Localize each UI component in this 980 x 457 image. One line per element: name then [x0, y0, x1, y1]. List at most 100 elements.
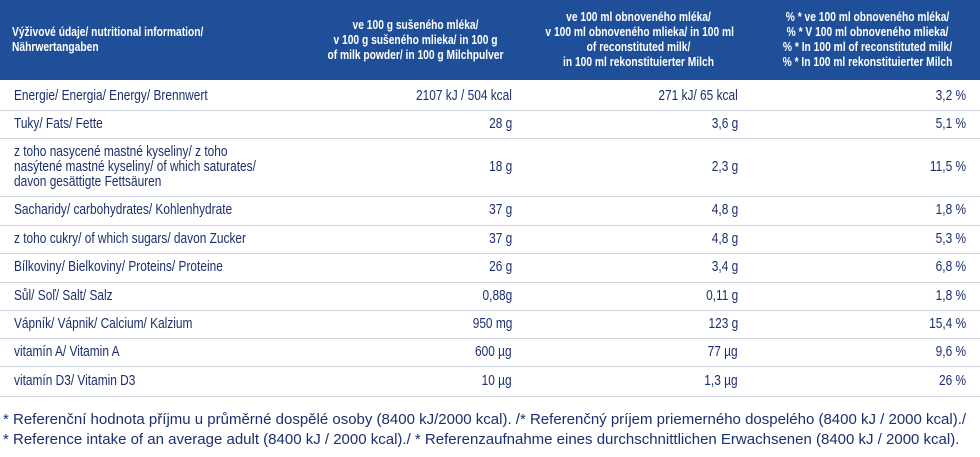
text-line: 2107 kJ / 504 kcal [416, 87, 512, 104]
row-value: 3,4 g [706, 260, 738, 275]
text-line: vitamín D3/ Vitamin D3 [14, 372, 136, 389]
text-line: z toho cukry/ of which sugars/ davon Zuc… [14, 230, 246, 247]
text-line: 9,6 % [935, 343, 966, 360]
row-separator [0, 366, 980, 367]
row-label: vitamín D3/ Vitamin D3 [14, 372, 162, 389]
header-cell: ve 100 g sušeného mléka/v 100 g sušeného… [305, 18, 526, 63]
row-value: 18 g [484, 158, 512, 175]
text-line: % * In 100 ml rekonstituierter Milch [782, 55, 953, 69]
text-line: % * ve 100 ml obnoveného mléka/ [785, 10, 950, 24]
row-value: 3,6 g [706, 115, 738, 132]
footnote: * Reference intake of an average adult (… [3, 431, 960, 448]
text-line: 123 g [708, 315, 738, 332]
row-label: z toho nasycené mastné kyseliny/ z toho n… [14, 143, 309, 190]
row-separator [0, 338, 980, 339]
row-value: 37 g [484, 203, 512, 218]
row-label: Sacharidy/ carbohydrates/ Kohlenhydrate [14, 203, 280, 218]
text-line: v 100 ml obnoveného mlieka/ in 100 ml [545, 25, 734, 39]
text-line: of milk powder/ in 100 g Milchpulver [327, 47, 504, 62]
header-cell: % * ve 100 ml obnoveného mléka/% * V 100… [755, 10, 980, 70]
text-line: 77 µg [708, 343, 738, 360]
text-line: 0,88g [482, 287, 512, 304]
text-line: Výživové údaje/ nutritional information/ [12, 25, 204, 39]
row-separator [0, 310, 980, 311]
text-line: 271 kJ/ 65 kcal [658, 87, 738, 104]
row-value: 37 g [484, 230, 512, 247]
row-value: 1,8 % [929, 287, 966, 304]
row-value: 77 µg [701, 343, 738, 360]
row-separator [0, 282, 980, 283]
text-line: 37 g [488, 230, 512, 247]
text-line: 5,1 % [935, 115, 966, 132]
text-line: 950 mg [472, 315, 512, 332]
row-label: vitamín A/ Vitamin A [14, 343, 143, 360]
row-label: Bílkoviny/ Bielkoviny/ Proteins/ Protein… [14, 260, 269, 275]
text-line: nasýtené mastné kyseliny/ of which satur… [14, 158, 256, 175]
text-line: 4,8 g [711, 230, 738, 247]
text-line: 5,3 % [935, 230, 966, 247]
row-value: 0,11 g [699, 287, 738, 304]
row-value: 10 µg [475, 372, 512, 389]
row-label: z toho cukry/ of which sugars/ davon Zuc… [14, 230, 297, 247]
row-value: 28 g [484, 115, 512, 132]
text-line: Sůl/ Soľ/ Salt/ Salz [14, 287, 113, 304]
text-line: 15,4 % [928, 315, 966, 332]
text-line: 600 µg [475, 343, 512, 360]
text-line: ve 100 g sušeného mléka/ [352, 17, 479, 32]
text-line: 1,8 % [935, 287, 966, 304]
text-line: 11,5 % [929, 158, 966, 175]
text-line: 28 g [488, 115, 512, 132]
row-separator [0, 396, 980, 397]
text-line: % * V 100 ml obnoveného mlieka/ [786, 25, 949, 39]
text-line: vitamín A/ Vitamin A [14, 343, 120, 360]
row-value: 26 % [933, 373, 966, 389]
row-value: 2107 kJ / 504 kcal [395, 87, 512, 104]
text-line: davon gesättigte Fettsäuren [14, 173, 162, 190]
text-line: 18 g [488, 158, 512, 175]
row-value: 600 µg [467, 343, 512, 360]
text-line: 26 g [488, 259, 512, 275]
row-value: 123 g [702, 315, 738, 332]
text-line: 10 µg [482, 372, 512, 389]
row-value: 26 g [484, 260, 512, 275]
row-label: Energie/ Energia/ Energy/ Brennwert [14, 87, 250, 104]
row-label: Vápník/ Vápnik/ Calcium/ Kalzium [14, 315, 232, 332]
row-value: 271 kJ/ 65 kcal [641, 87, 738, 104]
row-value: 1,8 % [929, 203, 966, 218]
header-cell: Výživové údaje/ nutritional information/… [12, 25, 245, 55]
row-value: 1,3 µg [697, 372, 738, 389]
table-header [0, 0, 980, 80]
text-line: 1,3 µg [704, 372, 738, 389]
text-line: 2,3 g [711, 158, 738, 175]
text-line: 6,8 % [935, 259, 966, 275]
row-value: 5,1 % [929, 115, 966, 132]
text-line: Vápník/ Vápnik/ Calcium/ Kalzium [14, 315, 193, 332]
row-separator [0, 196, 980, 197]
text-line: ve 100 ml obnoveného mléka/ [566, 10, 711, 24]
text-line: 3,2 % [935, 87, 966, 104]
row-separator [0, 138, 980, 139]
text-line: 3,4 g [711, 259, 738, 275]
text-line: Sacharidy/ carbohydrates/ Kohlenhydrate [14, 202, 233, 218]
row-value: 950 mg [464, 315, 512, 332]
row-value: 3,2 % [929, 87, 966, 104]
text-line: 3,6 g [711, 115, 738, 132]
header-cell: ve 100 ml obnoveného mléka/v 100 ml obno… [525, 10, 752, 70]
text-line: z toho nasycené mastné kyseliny/ z toho [14, 143, 228, 160]
row-value: 15,4 % [921, 315, 966, 332]
text-line: v 100 g sušeného mlieka/ in 100 g [333, 32, 498, 47]
row-separator [0, 110, 980, 111]
text-line: Tuky/ Fats/ Fette [14, 115, 103, 132]
text-line: Energie/ Energia/ Energy/ Brennwert [14, 87, 208, 104]
row-value: 9,6 % [929, 343, 966, 360]
text-line: 1,8 % [935, 202, 966, 218]
text-line: % * In 100 ml of reconstituted milk/ [782, 40, 953, 54]
row-separator [0, 225, 980, 226]
row-value: 5,3 % [929, 230, 966, 247]
row-value: 11,5 % [922, 158, 966, 175]
row-value: 6,8 % [929, 260, 966, 275]
text-line: of reconstituted milk/ [586, 40, 691, 54]
row-value: 2,3 g [706, 158, 738, 175]
text-line: 0,11 g [705, 287, 738, 304]
text-line: Nährwertangaben [12, 40, 99, 54]
